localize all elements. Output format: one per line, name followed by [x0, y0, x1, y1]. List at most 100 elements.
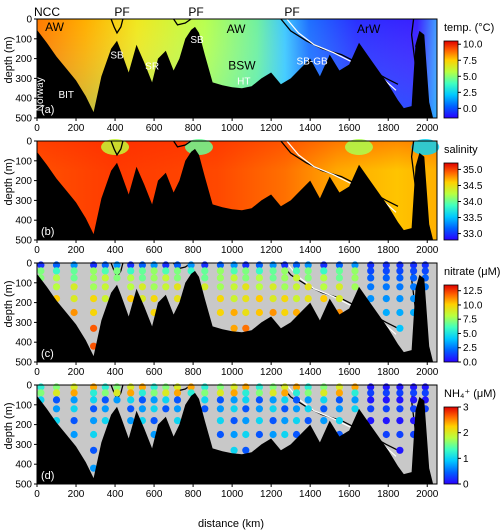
sample-point: [138, 389, 146, 397]
sample-point: [396, 274, 404, 282]
sample-point: [216, 267, 224, 275]
top-label-pf-3: PF: [284, 5, 299, 19]
sample-point: [230, 267, 238, 275]
y-tick-label: 100: [15, 156, 32, 167]
salinity-surface-patch: [344, 139, 373, 155]
sample-point: [90, 308, 98, 317]
sample-point: [230, 295, 238, 303]
sample-point: [230, 283, 238, 291]
sample-point: [127, 396, 135, 404]
sample-point: [320, 274, 328, 282]
x-tick-label: 1000: [221, 489, 244, 500]
y-tick-label: 500: [15, 114, 32, 125]
annotation-norway: Norway: [35, 77, 46, 111]
x-axis-label: distance (km): [198, 518, 264, 530]
top-label-ncc: NCC: [34, 5, 60, 19]
sample-point: [52, 405, 61, 413]
x-tick-label: 1600: [338, 367, 361, 378]
sample-point: [304, 267, 312, 275]
sample-point: [230, 396, 238, 404]
seafloor: [37, 26, 437, 118]
sample-point: [127, 417, 135, 425]
sample-point: [242, 283, 250, 291]
colorbar-tick-label: 0.0: [463, 104, 477, 115]
sample-point: [230, 446, 238, 454]
sample-point: [216, 405, 224, 413]
x-tick-label: 400: [107, 123, 124, 134]
x-tick-label: 1000: [221, 367, 244, 378]
sample-point: [269, 274, 277, 282]
x-tick-label: 1200: [260, 123, 283, 134]
sample-point: [304, 396, 312, 404]
sample-point: [150, 396, 158, 404]
sample-point: [269, 417, 277, 425]
sample-point: [113, 396, 121, 404]
sample-point: [292, 267, 301, 275]
sample-point: [230, 405, 238, 413]
sample-point: [127, 274, 135, 282]
sample-point: [255, 430, 263, 439]
sample-point: [382, 274, 390, 282]
sample-point: [90, 283, 98, 291]
x-tick-label: 200: [68, 489, 85, 500]
sample-point: [242, 405, 250, 413]
sample-point: [396, 389, 404, 397]
sample-point: [150, 267, 158, 275]
sample-point: [281, 430, 289, 439]
y-tick-label: 100: [15, 34, 32, 45]
x-tick-label: 200: [68, 367, 85, 378]
sample-point: [138, 396, 146, 404]
sample-point: [396, 324, 404, 332]
sample-point: [70, 396, 78, 404]
sample-point: [269, 430, 277, 439]
sample-point: [367, 405, 375, 413]
y-tick-label: 500: [15, 358, 32, 369]
x-tick-label: 1600: [338, 245, 361, 256]
sample-point: [292, 283, 301, 291]
sample-point: [242, 446, 250, 454]
sample-point: [351, 267, 359, 275]
sample-point: [127, 295, 135, 303]
sample-point: [367, 295, 375, 303]
sample-point: [242, 274, 250, 282]
sample-point: [320, 389, 328, 397]
sample-point: [37, 267, 45, 275]
top-label-pf-1: PF: [114, 5, 129, 19]
x-tick-label: 1600: [338, 123, 361, 134]
annotation-aw: AW: [227, 22, 247, 36]
x-tick-label: 1200: [260, 245, 283, 256]
sample-point: [101, 396, 109, 404]
x-tick-label: 600: [146, 489, 163, 500]
sample-point: [281, 267, 289, 275]
sample-point: [292, 417, 301, 425]
x-tick-label: 1200: [260, 489, 283, 500]
sample-point: [216, 308, 224, 317]
top-label-pf-2: PF: [188, 5, 203, 19]
sample-point: [269, 405, 277, 413]
salinity-surface-patch: [184, 139, 213, 155]
y-tick-label: 400: [15, 94, 32, 105]
sample-point: [335, 417, 343, 425]
sample-point: [101, 295, 109, 303]
y-axis-label-2: depth (m): [3, 158, 15, 205]
sample-point: [320, 396, 328, 404]
sample-point: [281, 295, 289, 303]
sample-point: [367, 396, 375, 404]
colorbar-title: nitrate (μM): [444, 266, 500, 278]
sample-point: [320, 417, 328, 425]
sample-point: [335, 274, 343, 282]
sample-point: [216, 417, 224, 425]
sample-point: [90, 324, 98, 332]
y-tick-label: 300: [15, 440, 32, 451]
colorbar-tick-label: 2.5: [463, 88, 477, 99]
sample-point: [230, 274, 238, 282]
sample-point: [138, 267, 146, 275]
colorbar-tick-label: 33.0: [463, 229, 483, 240]
x-tick-label: 400: [107, 245, 124, 256]
sample-point: [255, 267, 263, 275]
colorbar: [443, 40, 459, 119]
